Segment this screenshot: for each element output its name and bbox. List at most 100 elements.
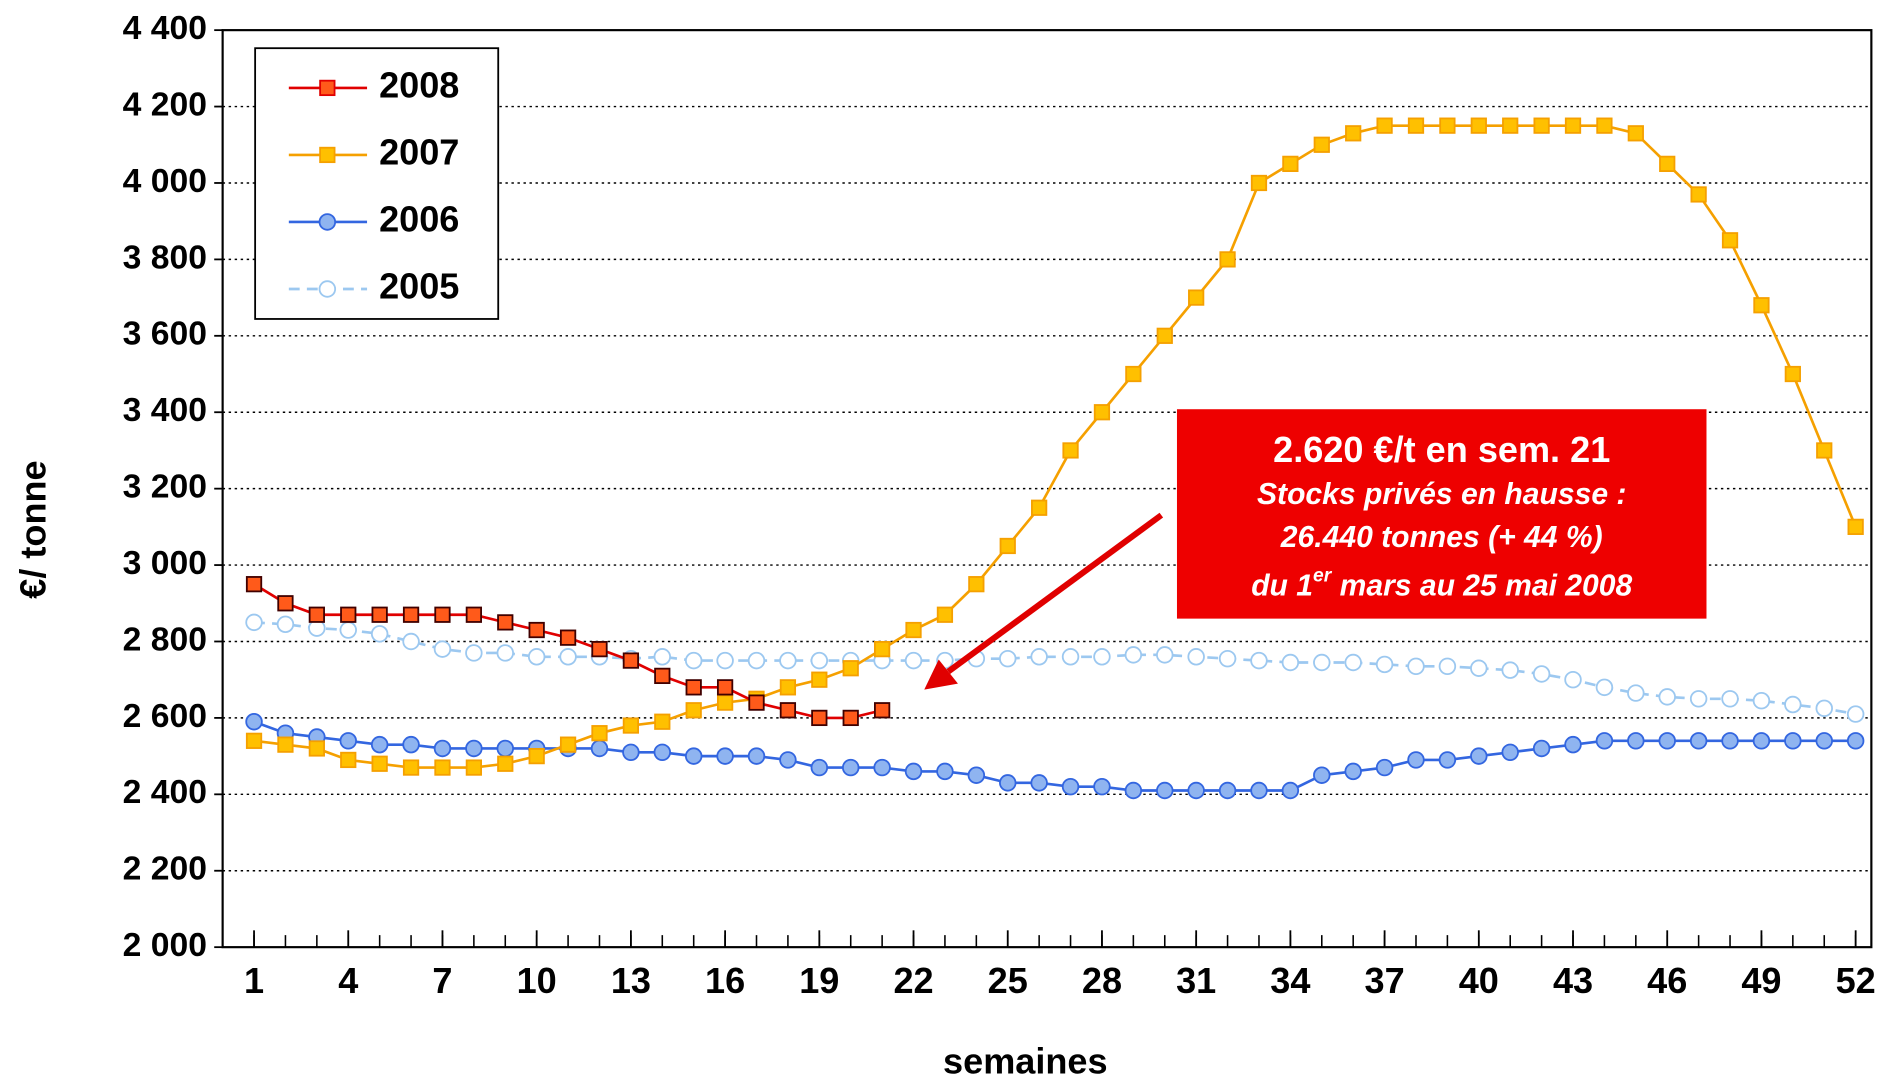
- marker: [716, 747, 734, 765]
- marker: [340, 606, 357, 623]
- marker: [1093, 648, 1111, 666]
- annotation-box: [1176, 409, 1707, 619]
- y-tick-label: 2 600: [123, 698, 207, 735]
- marker: [1187, 781, 1205, 800]
- marker: [779, 679, 797, 696]
- x-tick-label: 22: [893, 960, 933, 1001]
- legend-label: 2008: [379, 64, 459, 105]
- marker: [528, 621, 545, 639]
- x-tick-label: 46: [1647, 960, 1687, 1001]
- marker: [1815, 732, 1833, 750]
- marker: [811, 671, 828, 688]
- marker: [465, 606, 482, 623]
- marker: [1501, 661, 1519, 679]
- marker: [685, 679, 702, 696]
- y-tick-label: 4 400: [123, 10, 207, 47]
- marker: [622, 717, 640, 734]
- legend-marker: [319, 146, 336, 164]
- marker: [1093, 777, 1111, 796]
- marker: [591, 641, 608, 658]
- marker: [402, 759, 420, 776]
- marker: [811, 709, 828, 727]
- marker: [1658, 688, 1676, 706]
- marker: [1187, 648, 1205, 666]
- marker: [465, 739, 483, 758]
- marker: [339, 621, 357, 639]
- marker: [497, 614, 514, 631]
- legend-marker: [318, 280, 337, 298]
- marker: [245, 576, 263, 593]
- marker: [1250, 651, 1268, 670]
- marker: [1658, 732, 1676, 750]
- marker: [936, 606, 954, 623]
- marker: [968, 576, 985, 593]
- marker: [1502, 117, 1519, 134]
- marker: [1470, 747, 1488, 765]
- marker: [1784, 732, 1802, 750]
- marker: [308, 606, 325, 623]
- marker: [1564, 670, 1582, 689]
- marker: [434, 606, 451, 623]
- annotation-part: mars au 25 mai 2008: [1331, 569, 1632, 602]
- marker: [779, 751, 797, 769]
- marker: [276, 615, 295, 634]
- marker: [1595, 732, 1614, 750]
- marker: [245, 613, 263, 632]
- marker: [1689, 690, 1708, 708]
- marker: [1030, 774, 1048, 792]
- marker: [841, 758, 860, 777]
- annotation-part: er: [1313, 566, 1333, 587]
- marker: [1501, 743, 1519, 762]
- marker: [1407, 657, 1425, 676]
- marker: [496, 644, 514, 662]
- marker: [245, 713, 263, 731]
- marker: [1219, 251, 1236, 268]
- annotation-part: du 1: [1251, 569, 1313, 602]
- x-tick-label: 10: [517, 960, 557, 1001]
- annotation-line: 26.440 tonnes (+ 44 %): [1280, 521, 1603, 554]
- x-tick-label: 31: [1176, 960, 1216, 1001]
- marker: [999, 774, 1017, 792]
- marker: [936, 762, 954, 781]
- marker: [1627, 684, 1645, 702]
- marker: [434, 759, 451, 776]
- marker: [1188, 289, 1205, 306]
- marker: [1407, 751, 1425, 769]
- marker: [1721, 690, 1739, 708]
- marker: [716, 694, 734, 711]
- annotation-line: 2.620 €/t en sem. 21: [1273, 429, 1610, 470]
- marker: [1815, 699, 1833, 718]
- marker: [1313, 653, 1331, 672]
- marker: [1344, 653, 1362, 672]
- marker: [1752, 691, 1771, 710]
- legend-label: 2006: [379, 198, 459, 239]
- x-tick-label: 52: [1836, 960, 1876, 1001]
- series-line: [253, 124, 1857, 769]
- marker: [1250, 174, 1268, 192]
- marker: [779, 651, 797, 670]
- y-tick-label: 4 200: [123, 86, 207, 123]
- marker: [810, 651, 829, 670]
- legend-marker: [318, 213, 337, 231]
- x-tick-label: 28: [1082, 960, 1122, 1001]
- marker: [371, 755, 388, 772]
- marker: [904, 762, 923, 781]
- y-tick-label: 4 000: [123, 163, 207, 200]
- marker: [308, 740, 325, 757]
- x-tick-label: 25: [988, 960, 1028, 1001]
- marker: [245, 732, 263, 749]
- y-tick-label: 3 000: [123, 545, 207, 582]
- marker: [684, 747, 703, 765]
- y-tick-label: 3 800: [123, 239, 207, 276]
- marker: [1627, 125, 1644, 142]
- marker: [1030, 648, 1048, 666]
- x-tick-label: 13: [611, 960, 651, 1001]
- marker: [465, 759, 482, 776]
- marker: [716, 651, 734, 670]
- marker: [433, 739, 452, 758]
- arrow: [946, 512, 1164, 674]
- marker: [1564, 117, 1582, 134]
- marker: [590, 739, 609, 758]
- marker: [527, 648, 546, 666]
